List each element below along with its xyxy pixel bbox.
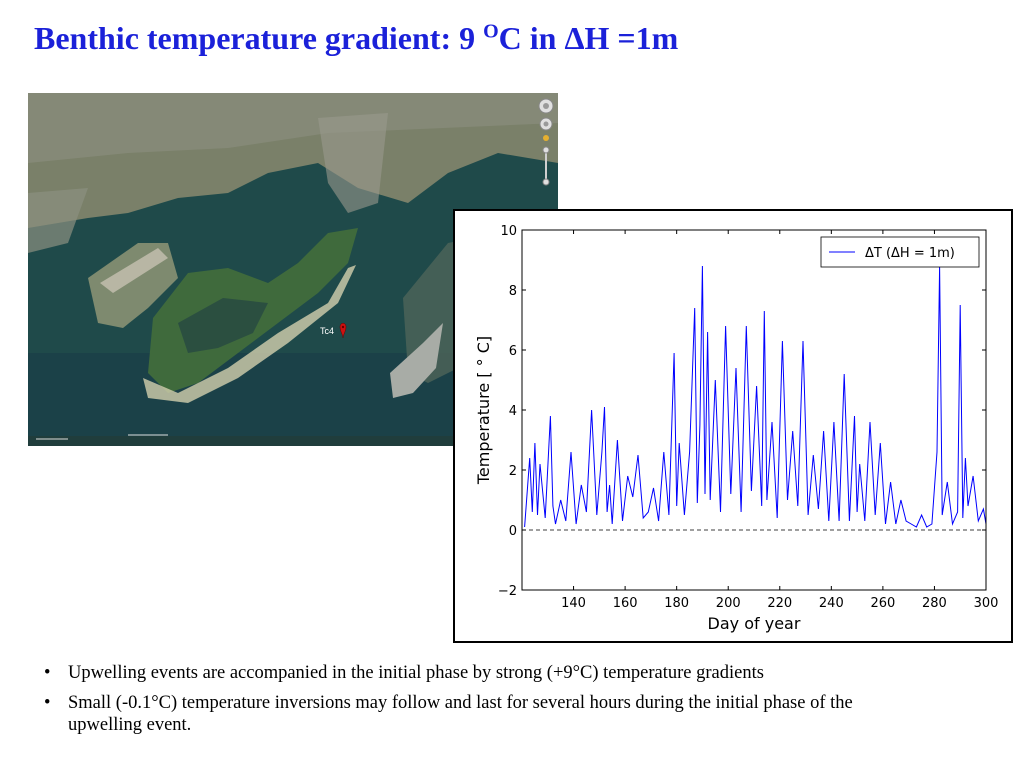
station-label: Tc4: [320, 326, 334, 336]
temperature-gradient-chart: 140 160 180 200 220 240 260 280 300 −2 0 2 4 6 8 10 Day…: [474, 224, 999, 633]
x-axis-label: Day of year: [708, 614, 801, 633]
location-marker-icon: [339, 323, 347, 339]
x-tick-label: 200: [716, 596, 741, 611]
title-main: Benthic temperature gradient: 9: [34, 20, 484, 56]
x-tick-label: 140: [561, 596, 586, 611]
y-tick-label: 0: [509, 524, 517, 539]
bullet-item: Small (-0.1°C) temperature inversions ma…: [44, 692, 924, 736]
series-line: [524, 265, 987, 528]
x-tick-label: 180: [664, 596, 689, 611]
y-tick-label: 6: [509, 344, 517, 359]
y-tick-label: 8: [509, 284, 517, 299]
x-tick-label: 260: [870, 596, 895, 611]
x-tick-label: 280: [922, 596, 947, 611]
y-axis-label: Temperature [ ° C]: [474, 336, 493, 485]
title-superscript: O: [483, 20, 499, 43]
x-tick-label: 240: [819, 596, 844, 611]
x-tick-label: 220: [767, 596, 792, 611]
bullet-item: Upwelling events are accompanied in the …: [44, 662, 924, 684]
y-tick-label: 2: [509, 464, 517, 479]
y-tick-label: 4: [509, 404, 517, 419]
x-tick-label: 160: [613, 596, 638, 611]
map-navigation-controls: [538, 98, 554, 186]
title-rest: C in ΔH =1m: [498, 20, 679, 56]
chart-container: 140 160 180 200 220 240 260 280 300 −2 0 2 4 6 8 10 Day…: [453, 209, 1013, 643]
x-tick-label: 300: [974, 596, 999, 611]
y-tick-label: −2: [498, 584, 517, 599]
slide-title: Benthic temperature gradient: 9 OC in ΔH…: [34, 20, 678, 57]
legend-label: ΔT (ΔH = 1m): [865, 246, 955, 261]
legend: ΔT (ΔH = 1m): [820, 236, 980, 268]
bullet-list: Upwelling events are accompanied in the …: [44, 662, 924, 744]
y-tick-label: 10: [500, 224, 517, 239]
